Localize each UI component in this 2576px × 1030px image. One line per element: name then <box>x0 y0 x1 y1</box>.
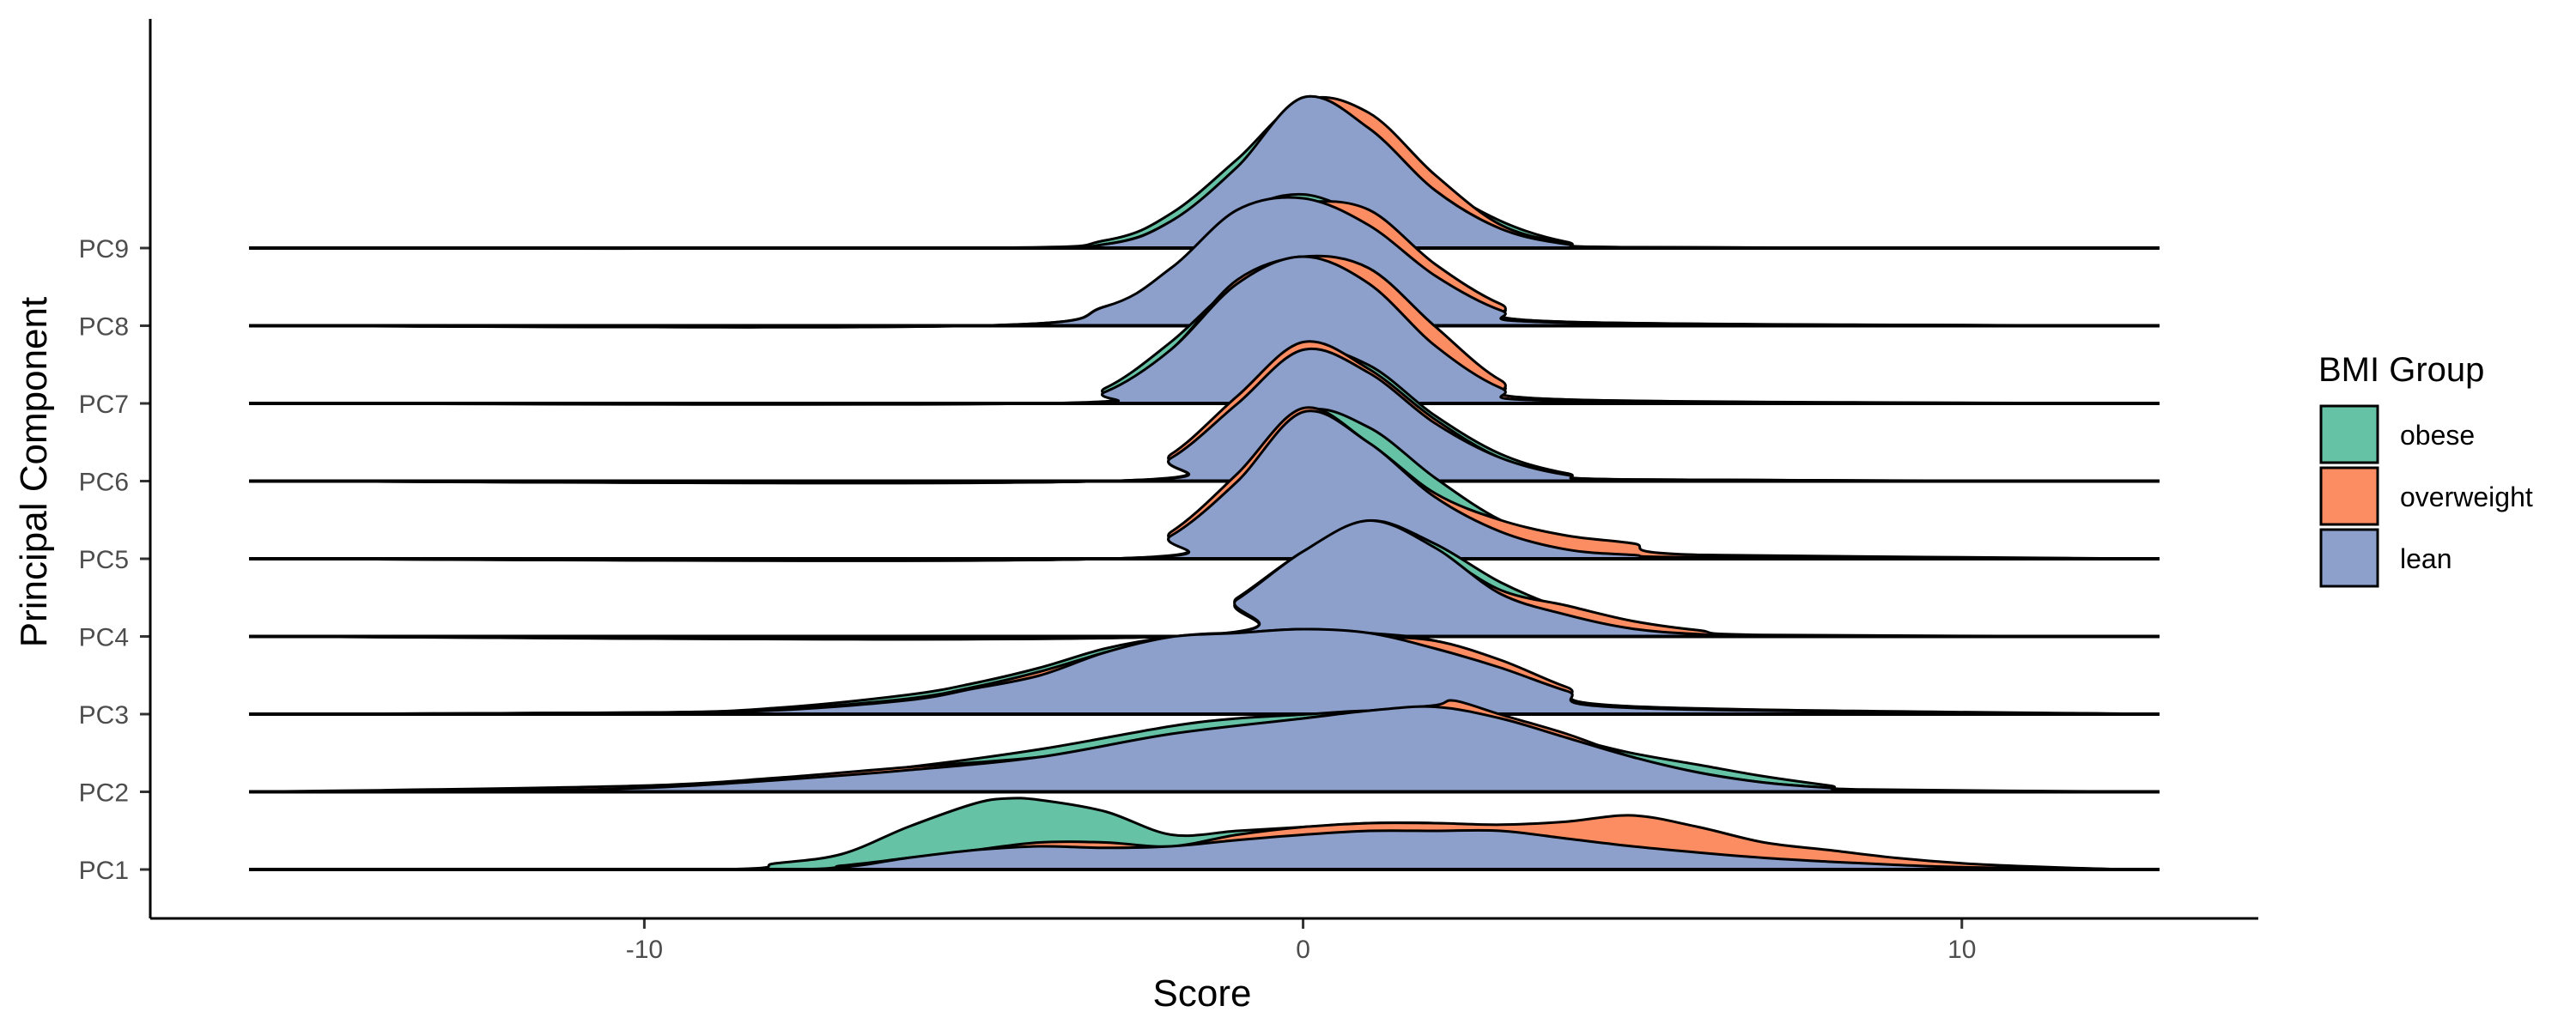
y-tick-label-pc6: PC6 <box>79 469 129 497</box>
legend: BMI Group obese overweight lean <box>2318 351 2533 588</box>
density-outline-pc2-lean <box>249 705 2160 793</box>
density-outline-pc1-lean <box>249 828 2160 871</box>
y-axis-ticks: PC1 PC2 PC3 PC4 PC5 PC6 PC7 PC8 PC9 <box>79 235 150 885</box>
density-pc6-lean <box>249 348 2160 483</box>
ridge-pc9 <box>249 94 2160 251</box>
ridge-pc1 <box>249 797 2160 872</box>
x-axis-title: Score <box>1153 972 1252 1015</box>
ridge-pc5 <box>249 406 2160 562</box>
density-pc5-lean <box>249 410 2160 560</box>
ridge-pc7 <box>249 254 2160 406</box>
y-tick-label-pc4: PC4 <box>79 624 129 652</box>
legend-title: BMI Group <box>2318 351 2484 389</box>
y-tick-label-pc9: PC9 <box>79 235 129 264</box>
density-outline-pc1-overweight <box>249 814 2160 871</box>
x-tick-label-1: 0 <box>1296 936 1310 964</box>
density-pc8-lean <box>249 197 2160 328</box>
y-tick-label-pc7: PC7 <box>79 391 129 419</box>
ridge-pc3 <box>249 627 2160 716</box>
density-pc2-lean <box>249 706 2160 792</box>
y-tick-label-pc1: PC1 <box>79 857 129 885</box>
density-pc1-lean <box>249 830 2160 870</box>
density-pc9-lean <box>249 96 2160 249</box>
ridges-layer <box>249 94 2160 872</box>
x-tick-label-0: -10 <box>626 936 663 964</box>
x-axis-ticks: -10 0 10 <box>626 918 1976 964</box>
x-tick-label-2: 10 <box>1947 936 1976 964</box>
legend-label-lean: lean <box>2400 543 2452 574</box>
legend-key-lean <box>2319 528 2379 588</box>
density-pc7-lean <box>249 257 2160 405</box>
legend-label-obese: obese <box>2400 420 2475 451</box>
y-axis-title: Principal Component <box>13 297 55 647</box>
ridge-pc2 <box>249 699 2160 794</box>
y-tick-label-pc5: PC5 <box>79 546 129 574</box>
ridge-pc6 <box>249 340 2160 485</box>
legend-key-obese <box>2319 404 2379 464</box>
density-pc3-lean <box>249 629 2160 714</box>
legend-key-overweight <box>2319 466 2379 526</box>
y-tick-label-pc8: PC8 <box>79 313 129 342</box>
density-outline-pc3-lean <box>249 627 2160 716</box>
y-tick-label-pc2: PC2 <box>79 779 129 808</box>
y-tick-label-pc3: PC3 <box>79 701 129 730</box>
legend-label-overweight: overweight <box>2400 482 2533 512</box>
